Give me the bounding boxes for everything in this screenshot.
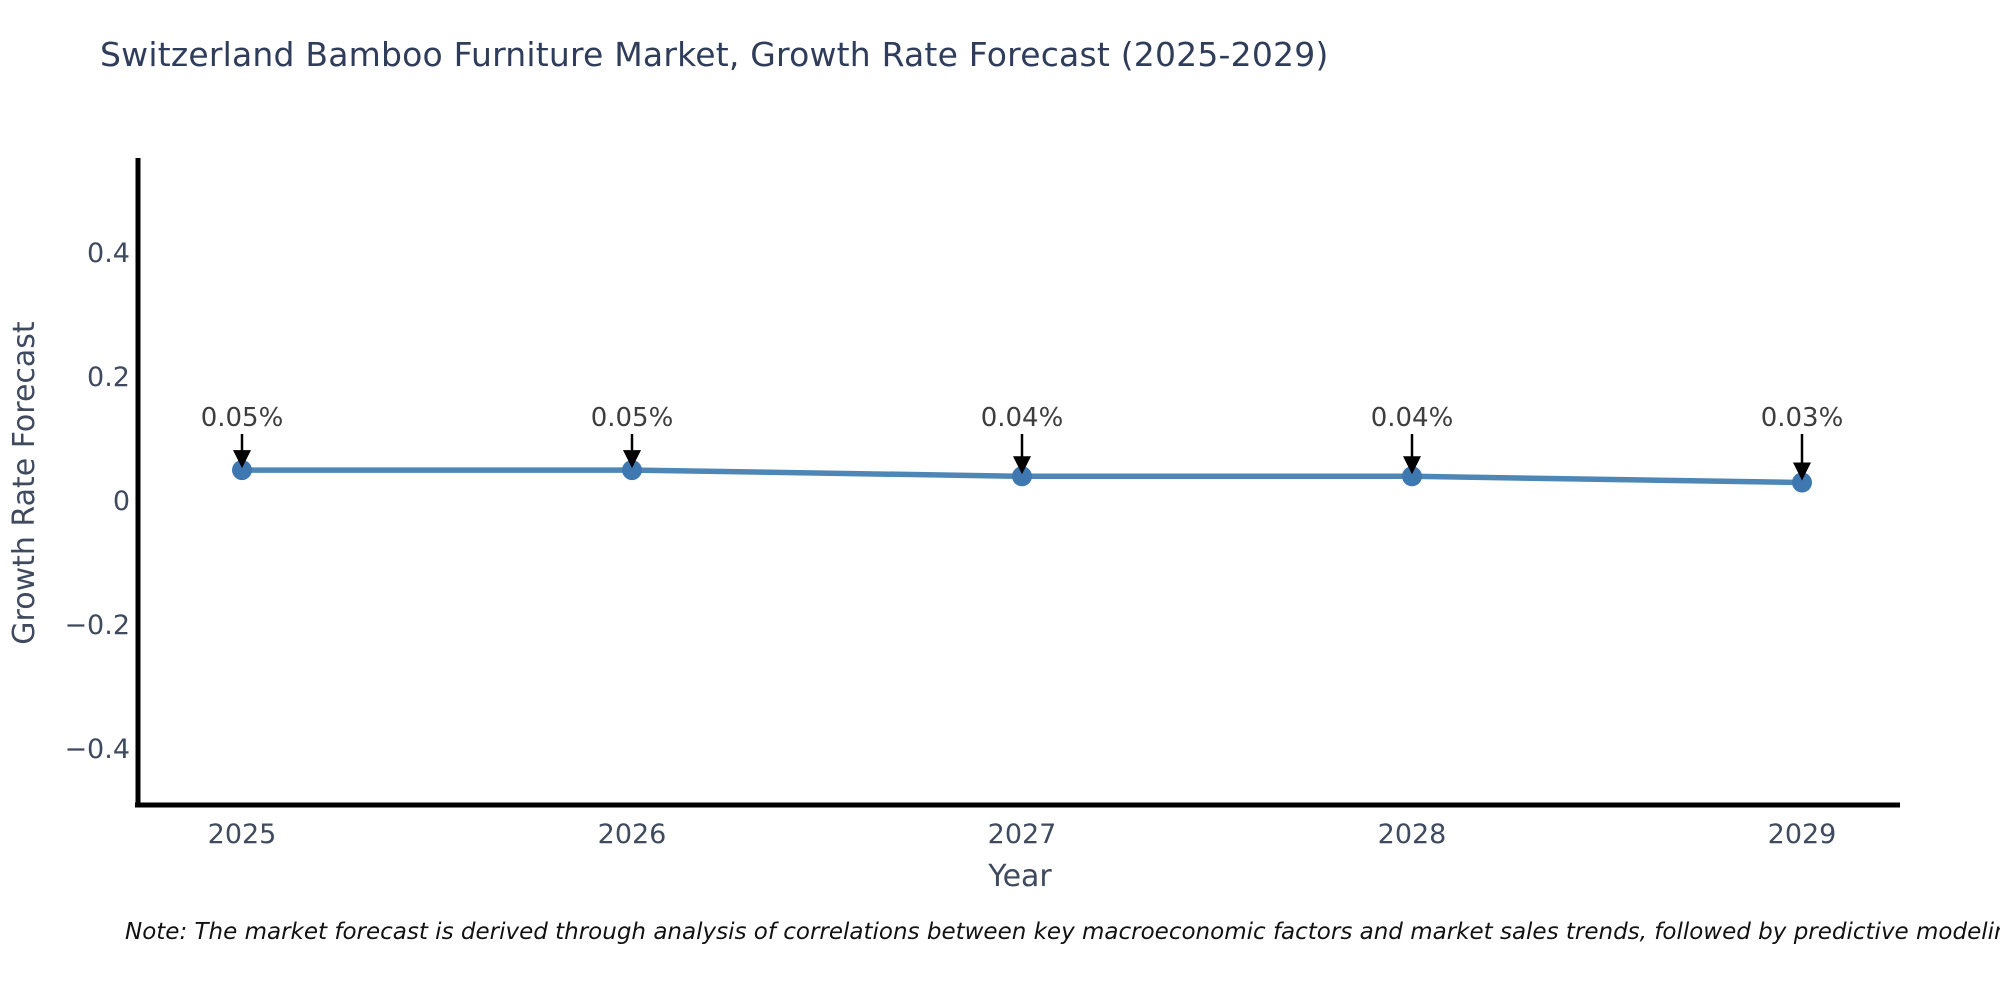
y-tick-label: 0.4 [87,238,130,269]
x-tick-label: 2026 [598,819,667,850]
data-point-marker [1402,466,1422,487]
annotation-arrowhead-icon [1013,456,1031,475]
annotation-arrowhead-icon [1793,462,1811,481]
annotation-arrowhead-icon [623,450,641,469]
x-axis-ticks: 2025 2026 2027 2028 2029 [208,819,1837,850]
data-point-marker [1792,472,1812,493]
point-annotations: 0.05% 0.05% 0.04% 0.04% 0.03% [201,403,1844,481]
x-tick-label: 2029 [1768,819,1837,850]
point-value-label: 0.04% [1371,403,1454,433]
point-value-label: 0.04% [981,403,1064,433]
data-point-marker [1012,466,1032,487]
point-value-label: 0.05% [201,403,284,433]
x-tick-label: 2027 [988,819,1057,850]
data-point-marker [622,460,642,481]
x-tick-label: 2028 [1378,819,1447,850]
data-point-marker [232,460,252,481]
annotation-arrowhead-icon [1403,456,1421,475]
point-value-label: 0.05% [591,403,674,433]
series-growth-rate [232,460,1812,493]
y-axis-ticks: 0.4 0.2 0 −0.2 −0.4 [64,238,130,765]
y-tick-label: −0.4 [64,734,130,765]
y-tick-label: 0 [113,486,130,517]
x-tick-label: 2025 [208,819,277,850]
y-tick-label: 0.2 [87,362,130,393]
x-axis-label: Year [987,859,1052,894]
footnote: Note: The market forecast is derived thr… [125,919,2000,945]
point-value-label: 0.03% [1761,403,1844,433]
chart-title: Switzerland Bamboo Furniture Market, Gro… [100,35,1329,74]
annotation-arrowhead-icon [233,450,251,469]
y-axis-label: Growth Rate Forecast [7,321,42,645]
y-tick-label: −0.2 [64,610,130,641]
